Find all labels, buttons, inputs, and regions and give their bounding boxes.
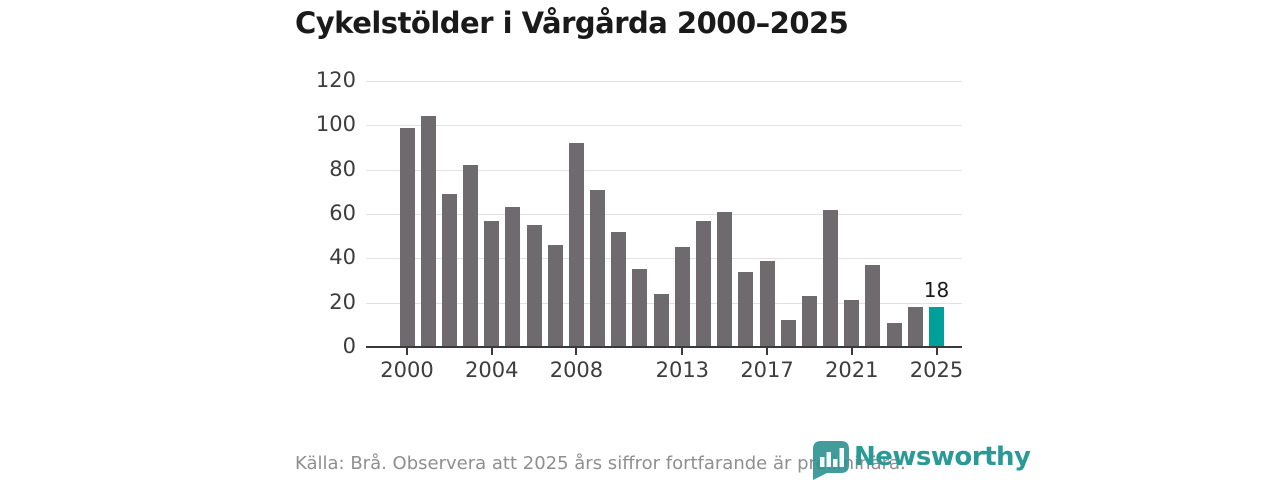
bar-2004: [484, 220, 500, 347]
bar-2022: [865, 264, 881, 347]
bar-2005: [505, 207, 521, 347]
bar-2025-highlighted: [929, 307, 944, 347]
bar-2020: [823, 209, 839, 347]
source-note: Källa: Brå. Observera att 2025 års siffr…: [295, 453, 906, 474]
bar-2023: [886, 322, 902, 347]
bar-2011: [632, 269, 648, 347]
bar-2012: [653, 293, 669, 347]
x-tick-label-2021: 2021: [825, 358, 879, 382]
y-tick-label-100: 100: [315, 112, 356, 137]
x-tick-label-2000: 2000: [380, 358, 434, 382]
x-tick-label-2013: 2013: [655, 358, 710, 382]
bar-2019: [801, 296, 817, 347]
x-tick-2021: [850, 348, 853, 355]
x-tick-label-2017: 2017: [740, 358, 794, 382]
newsworthy-badge-bar-chart-icon: [813, 441, 849, 480]
y-tick-label-80: 80: [329, 156, 356, 181]
bar-2016: [738, 271, 754, 347]
bar-2001: [420, 116, 436, 347]
bar-2006: [526, 225, 542, 347]
grid-line-100: [366, 125, 962, 127]
bar-2018: [780, 320, 796, 347]
bar-2009: [590, 189, 606, 347]
bar-2003: [463, 165, 479, 347]
newsworthy-wordmark: Newsworthy: [854, 442, 1031, 472]
chart-title: Cykelstölder i Vårgårda 2000–2025: [295, 6, 849, 40]
y-tick-label-20: 20: [329, 289, 356, 314]
grid-line-60: [366, 214, 962, 215]
y-tick-label-60: 60: [329, 201, 356, 225]
grid-line-40: [366, 258, 962, 260]
x-tick-2000: [406, 348, 408, 355]
bar-2002: [441, 194, 457, 347]
x-tick-2013: [681, 348, 684, 355]
y-tick-label-0: 0: [342, 334, 356, 358]
x-axis-line: [366, 346, 962, 348]
y-tick-label-120: 120: [315, 68, 356, 92]
grid-line-120: [366, 81, 962, 82]
x-tick-2004: [490, 348, 493, 355]
bar-2013: [674, 247, 690, 347]
bar-2008: [568, 143, 584, 347]
x-tick-label-2025: 2025: [909, 358, 964, 382]
bar-value-label-2025: 18: [923, 278, 950, 303]
x-tick-label-2004: 2004: [464, 358, 519, 382]
newsworthy-logo: Newsworthy: [812, 440, 1031, 480]
bar-2015: [717, 211, 733, 347]
x-tick-2025: [935, 348, 938, 355]
bar-2007: [547, 245, 563, 347]
bar-2021: [844, 300, 860, 347]
x-tick-2017: [766, 348, 769, 355]
bar-2010: [611, 231, 627, 347]
y-tick-label-40: 40: [329, 245, 356, 270]
bar-2024: [907, 307, 923, 347]
x-tick-label-2008: 2008: [549, 358, 604, 382]
bar-2000: [399, 127, 415, 347]
x-tick-2008: [575, 348, 578, 355]
bar-2017: [759, 260, 775, 347]
grid-line-80: [366, 169, 962, 171]
bar-2014: [696, 220, 712, 347]
